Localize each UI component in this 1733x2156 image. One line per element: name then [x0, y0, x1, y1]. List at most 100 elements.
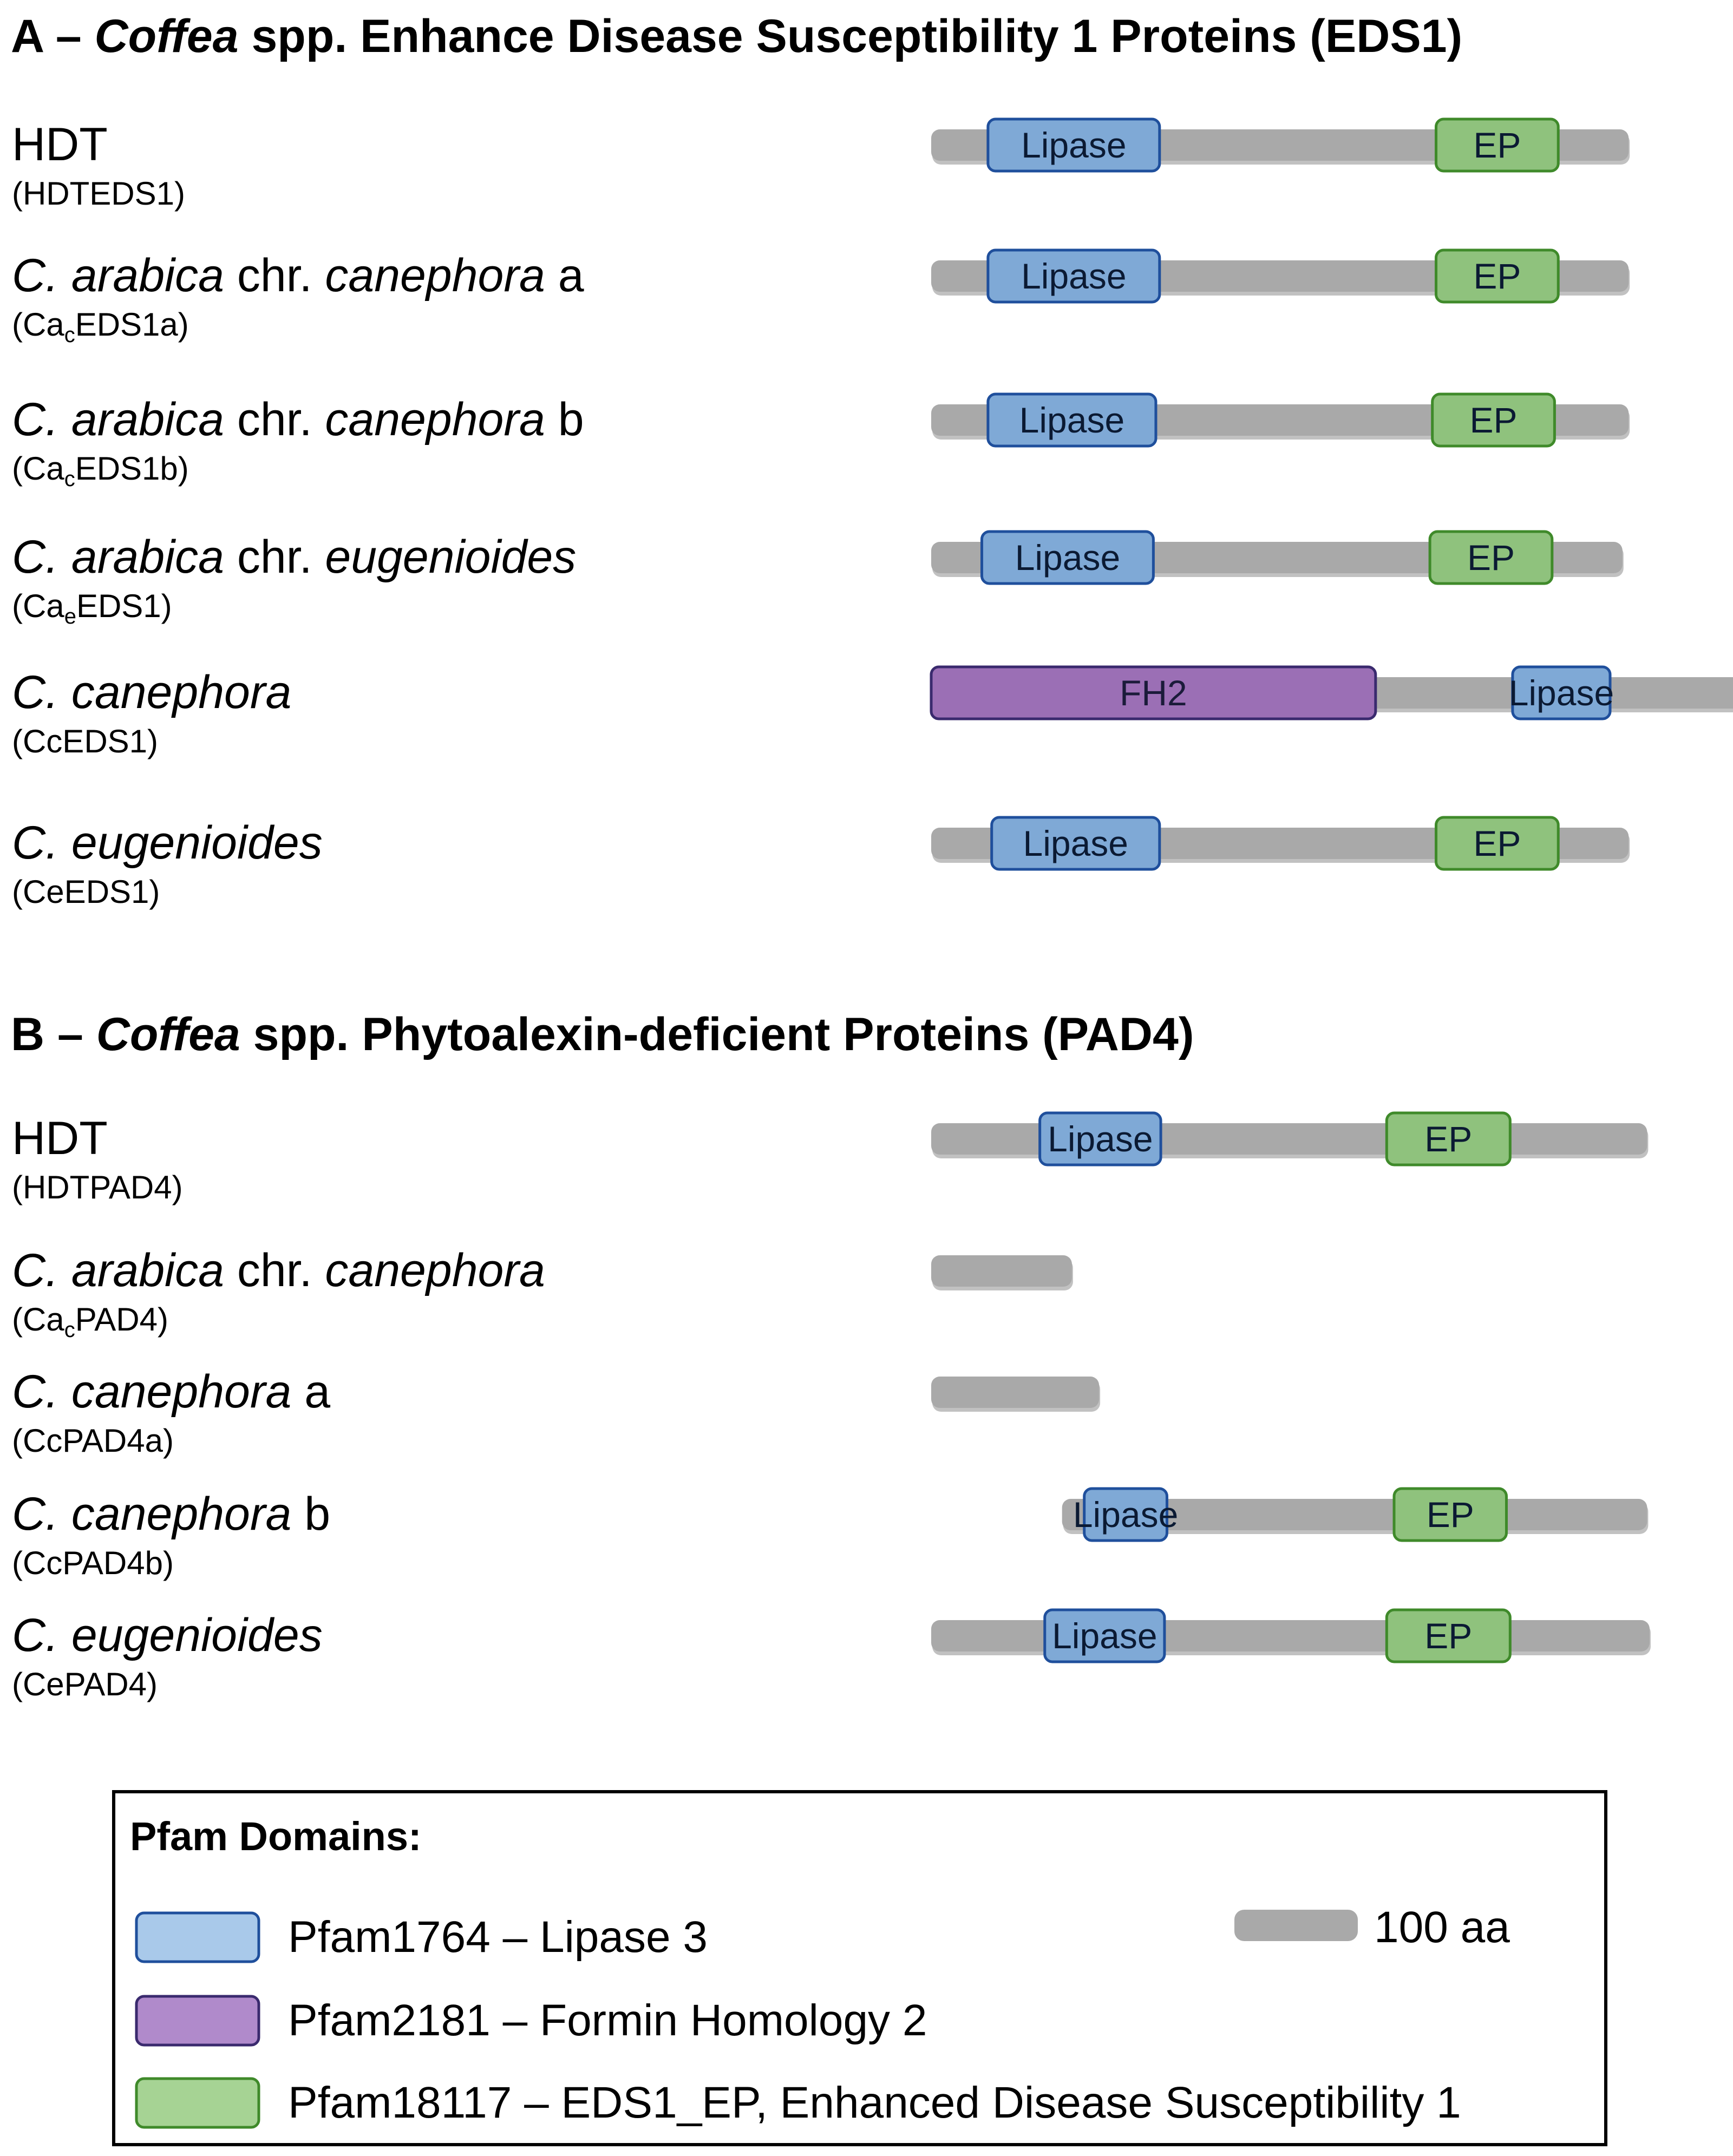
protein-id: (HDTEDS1)	[12, 175, 185, 212]
protein-backbone	[931, 1255, 1072, 1287]
protein-row: C. canephora b (CcPAD4b) Lipase EP	[12, 1487, 1649, 1581]
species-name: C. arabica chr. canephora b	[12, 394, 584, 445]
ep-domain-label: EP	[1473, 125, 1521, 165]
panel-b: B – Coffea spp. Phytoalexin-deficient Pr…	[11, 1008, 1651, 1702]
ep-domain	[1385, 1111, 1512, 1167]
panel-title-dash: –	[43, 10, 95, 62]
ep-domain	[1435, 248, 1560, 304]
lipase-domain-label: Lipase	[1052, 1616, 1157, 1656]
species-name-part: b	[291, 1488, 330, 1540]
species-name-part: HDT	[12, 119, 108, 171]
protein-id-part: (CcEDS1)	[12, 723, 158, 759]
species-name-part: C. arabica	[12, 250, 224, 302]
ep-domain	[1435, 816, 1560, 871]
protein-id: (CePAD4)	[12, 1666, 158, 1702]
panel-title-genus: Coffea	[96, 1008, 240, 1060]
protein-id-part: (Ca	[12, 588, 64, 624]
panel-title: B – Coffea spp. Phytoalexin-deficient Pr…	[11, 1008, 1194, 1060]
legend-label-lipase: Pfam1764 – Lipase 3	[288, 1912, 708, 1962]
lipase-domain	[986, 117, 1161, 173]
panel-title-dash: –	[44, 1008, 96, 1060]
lipase-domain	[1511, 665, 1612, 720]
protein-id-part: (HDTPAD4)	[12, 1169, 183, 1205]
panel-letter: B	[11, 1008, 44, 1060]
lipase-domain	[990, 816, 1161, 871]
protein-id-part: (CePAD4)	[12, 1666, 158, 1702]
species-name-part: a	[291, 1366, 330, 1418]
species-name: C. eugenioides	[12, 1609, 323, 1661]
lipase-domain-label: Lipase	[1023, 823, 1129, 863]
species-name-part: C. canephora	[12, 1366, 291, 1418]
protein-backbone	[931, 1377, 1100, 1408]
species-name-part: chr.	[224, 250, 325, 302]
scale-bar	[1234, 1910, 1358, 1941]
legend-swatch-ep	[135, 2077, 260, 2129]
lipase-domain-label: Lipase	[1021, 125, 1127, 165]
species-name-part: chr.	[224, 394, 325, 445]
protein-id: (CcEDS1)	[12, 723, 158, 759]
protein-id: (CcPAD4b)	[12, 1545, 174, 1581]
ep-domain-label: EP	[1467, 538, 1515, 578]
legend-swatch-fh2	[135, 1995, 260, 2047]
protein-id: (CeEDS1)	[12, 874, 160, 910]
legend: Pfam Domains: Pfam1764 – Lipase 3 Pfam218…	[112, 1790, 1607, 2146]
ep-domain	[1385, 1608, 1512, 1663]
protein-id-part: EDS1)	[76, 588, 172, 624]
species-name: HDT	[12, 119, 108, 171]
protein-id: (CacPAD4)	[12, 1301, 168, 1342]
species-name: C. eugenioides	[12, 817, 323, 869]
protein-row: C. arabica chr. canephora a(CacEDS1a)Lip…	[12, 248, 1630, 347]
ep-domain-label: EP	[1473, 256, 1521, 296]
protein-id: (CacEDS1a)	[12, 306, 189, 347]
legend-items: Pfam1764 – Lipase 3 Pfam2181 – Formin Hom…	[135, 1911, 1461, 2129]
ep-domain-label: EP	[1424, 1616, 1472, 1656]
ep-domain	[1428, 530, 1554, 585]
protein-id-part: (Ca	[12, 1301, 64, 1338]
protein-id: (CacEDS1b)	[12, 450, 189, 491]
protein-id-subscript: c	[64, 1318, 75, 1342]
species-name-part: C. canephora	[12, 666, 291, 718]
legend-label-ep: Pfam18117 – EDS1_EP, Enhanced Disease Su…	[288, 2078, 1461, 2127]
lipase-domain-label: Lipase	[1073, 1495, 1179, 1535]
legend-heading: Pfam Domains:	[130, 1814, 422, 1859]
legend-box	[112, 1790, 1607, 2146]
lipase-domain-label: Lipase	[1021, 256, 1127, 296]
species-name-part: C. arabica	[12, 531, 224, 583]
species-name: C. canephora	[12, 666, 291, 718]
protein-id-subscript: c	[64, 467, 75, 491]
protein-id-part: (CeEDS1)	[12, 874, 160, 910]
protein-row: C. canephora a (CcPAD4a)	[12, 1366, 1101, 1459]
protein-row: C. arabica chr. canephora b (CacEDS1b) Lip…	[12, 392, 1630, 491]
ep-domain	[1392, 1487, 1508, 1542]
protein-id-part: (CcPAD4b)	[12, 1545, 174, 1581]
protein-backbone	[931, 1620, 1650, 1652]
protein-id-part: EDS1b)	[75, 450, 189, 487]
species-name-part: chr.	[224, 1244, 325, 1296]
scale-bar-label: 100 aa	[1374, 1903, 1510, 1952]
panels: A – Coffea spp. Enhance Disease Suscepti…	[11, 10, 1733, 1702]
lipase-domain	[1043, 1608, 1166, 1663]
lipase-domain-label: Lipase	[1048, 1119, 1153, 1159]
protein-row: C. eugenioides (CePAD4) Lipase EP	[12, 1608, 1651, 1702]
species-name-part: canephora	[325, 1244, 545, 1296]
protein-id: (CaeEDS1)	[12, 588, 172, 628]
lipase-domain-label: Lipase	[1509, 673, 1614, 713]
species-name: C. arabica chr. canephora	[12, 1244, 545, 1296]
species-name: C. canephora b	[12, 1488, 330, 1540]
fh2-domain-label: FH2	[1120, 673, 1187, 713]
protein-id: (HDTPAD4)	[12, 1169, 183, 1205]
protein-id: (CcPAD4a)	[12, 1423, 174, 1459]
legend-label-fh2: Pfam2181 – Formin Homology 2	[288, 1996, 927, 2045]
species-name-part: b	[545, 394, 584, 445]
lipase-domain	[986, 248, 1161, 304]
species-name-part: canephora	[325, 394, 545, 445]
ep-domain-label: EP	[1427, 1495, 1474, 1535]
species-name-part: C. canephora	[12, 1488, 291, 1540]
species-name-part: C. eugenioides	[12, 1609, 323, 1661]
protein-id-part: (CcPAD4a)	[12, 1423, 174, 1459]
ep-domain-label: EP	[1473, 823, 1521, 863]
protein-id-part: (HDTEDS1)	[12, 175, 185, 212]
species-name-part: C. arabica	[12, 1244, 224, 1296]
protein-id-part: EDS1a)	[75, 306, 189, 343]
